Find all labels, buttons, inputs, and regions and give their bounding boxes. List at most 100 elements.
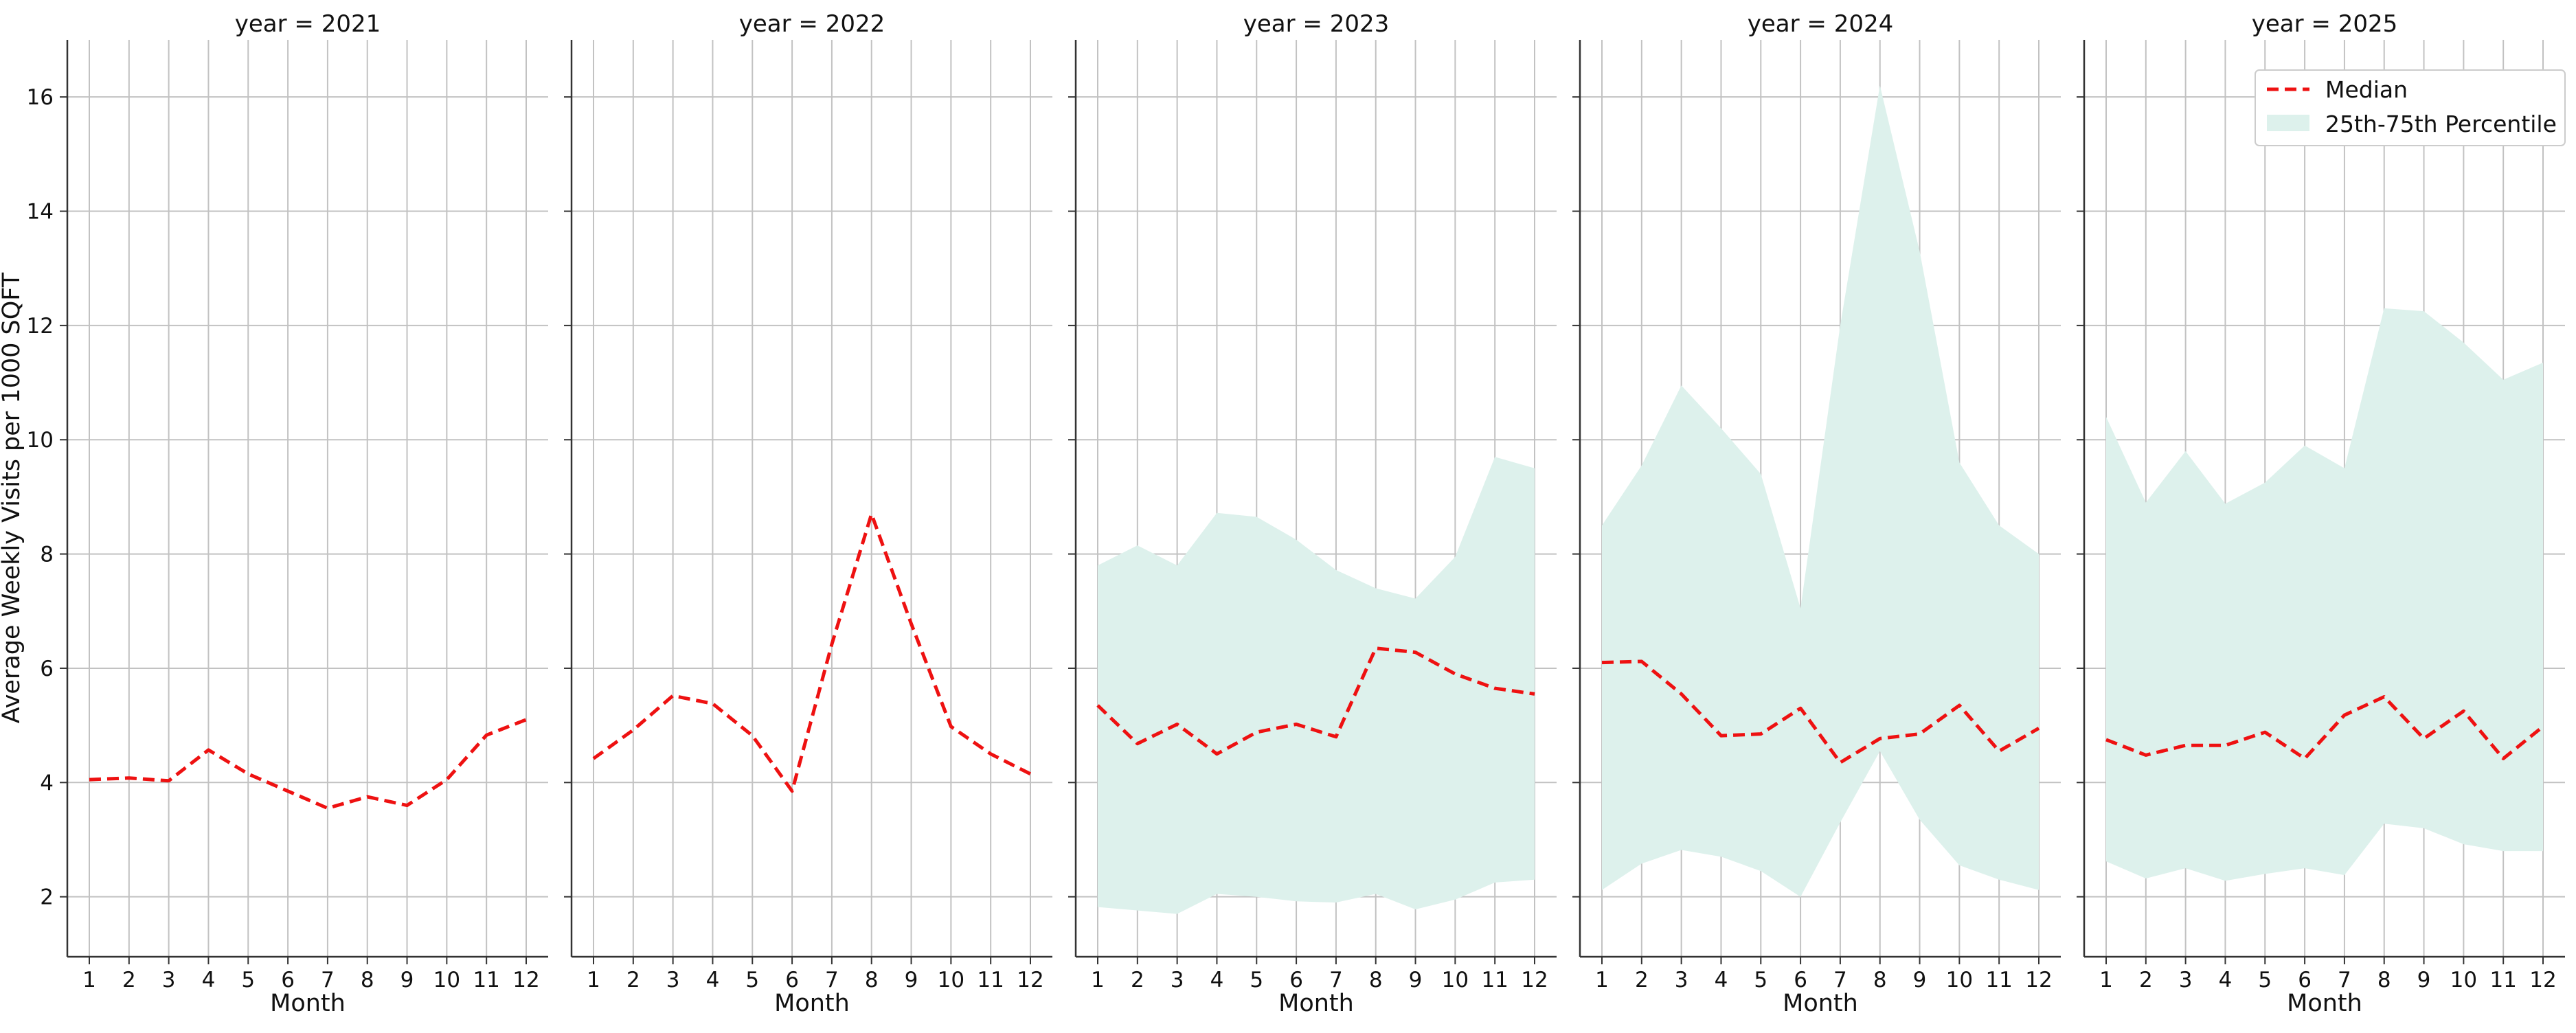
x-tick-label: 11 xyxy=(2489,968,2516,992)
x-tick-label: 3 xyxy=(162,968,176,992)
x-tick-label: 4 xyxy=(1210,968,1224,992)
x-tick-label: 10 xyxy=(938,968,964,992)
x-tick-label: 8 xyxy=(2377,968,2391,992)
x-tick-label: 2 xyxy=(122,968,136,992)
y-axis-label: Average Weekly Visits per 1000 SQFT xyxy=(0,272,25,723)
x-tick-label: 8 xyxy=(865,968,879,992)
x-tick-label: 9 xyxy=(400,968,414,992)
panel-title: year = 2024 xyxy=(1748,10,1893,38)
legend-band-swatch xyxy=(2267,115,2309,131)
y-tick-label: 4 xyxy=(40,771,54,795)
x-tick-label: 3 xyxy=(1171,968,1184,992)
y-tick-label: 12 xyxy=(27,314,54,339)
y-tick-label: 2 xyxy=(40,885,54,910)
x-tick-label: 11 xyxy=(1985,968,2012,992)
x-tick-label: 7 xyxy=(1833,968,1847,992)
x-tick-label: 11 xyxy=(977,968,1004,992)
median-line xyxy=(1096,646,1535,756)
x-tick-label: 4 xyxy=(1715,968,1728,992)
x-tick-label: 10 xyxy=(1442,968,1469,992)
x-tick-label: 2 xyxy=(1635,968,1649,992)
x-tick-label: 6 xyxy=(785,968,799,992)
x-tick-label: 6 xyxy=(1289,968,1303,992)
panel-title: year = 2023 xyxy=(1243,10,1389,38)
x-tick-label: 10 xyxy=(433,968,460,992)
x-tick-label: 11 xyxy=(473,968,499,992)
x-tick-label: 8 xyxy=(1873,968,1887,992)
y-tick-label: 6 xyxy=(40,657,54,681)
percentile-band xyxy=(1602,85,2039,897)
median-line xyxy=(2105,695,2544,760)
x-axis-label: Month xyxy=(1278,990,1354,1017)
x-tick-label: 9 xyxy=(1409,968,1423,992)
x-tick-label: 3 xyxy=(1675,968,1688,992)
legend-frame xyxy=(2255,69,2566,146)
x-axis-label: Month xyxy=(270,990,346,1017)
x-tick-label: 5 xyxy=(1754,968,1767,992)
x-tick-label: 3 xyxy=(2179,968,2193,992)
x-tick-label: 9 xyxy=(905,968,918,992)
legend-median-label: Median xyxy=(2325,76,2408,103)
x-tick-label: 2 xyxy=(1131,968,1144,992)
x-axis-label: Month xyxy=(1783,990,1858,1017)
x-tick-label: 7 xyxy=(825,968,839,992)
x-tick-label: 12 xyxy=(1521,968,1548,992)
legend: Median 25th-75th Percentile xyxy=(2255,69,2566,146)
x-tick-label: 1 xyxy=(2099,968,2113,992)
y-tick-label: 8 xyxy=(40,543,54,567)
x-tick-label: 12 xyxy=(512,968,539,992)
x-tick-label: 7 xyxy=(321,968,335,992)
x-tick-label: 10 xyxy=(2450,968,2477,992)
x-axis-label: Month xyxy=(774,990,850,1017)
y-tick-label: 14 xyxy=(27,200,54,225)
panel-title: year = 2025 xyxy=(2252,10,2397,38)
x-tick-label: 5 xyxy=(1250,968,1263,992)
x-tick-label: 12 xyxy=(2529,968,2556,992)
x-tick-label: 5 xyxy=(745,968,759,992)
x-tick-label: 7 xyxy=(1329,968,1343,992)
x-tick-label: 1 xyxy=(1091,968,1105,992)
x-axis-label: Month xyxy=(2287,990,2362,1017)
x-tick-label: 9 xyxy=(1913,968,1927,992)
x-tick-label: 4 xyxy=(706,968,720,992)
x-tick-label: 6 xyxy=(281,968,295,992)
x-tick-label: 11 xyxy=(1481,968,1508,992)
x-tick-label: 4 xyxy=(202,968,216,992)
panel-title: year = 2022 xyxy=(739,10,885,38)
x-tick-label: 8 xyxy=(361,968,374,992)
x-tick-label: 5 xyxy=(2258,968,2272,992)
median-line xyxy=(1601,659,2040,764)
median-line xyxy=(89,718,527,810)
legend-band-label: 25th-75th Percentile xyxy=(2325,111,2557,137)
x-tick-label: 2 xyxy=(2139,968,2153,992)
x-tick-label: 6 xyxy=(2298,968,2312,992)
x-tick-label: 10 xyxy=(1946,968,1973,992)
x-tick-label: 4 xyxy=(2219,968,2233,992)
x-tick-label: 5 xyxy=(241,968,255,992)
median-line xyxy=(592,512,1032,793)
percentile-band xyxy=(1098,457,1535,914)
percentile-band xyxy=(2106,308,2543,881)
x-tick-label: 1 xyxy=(587,968,600,992)
x-tick-label: 9 xyxy=(2417,968,2431,992)
x-tick-label: 1 xyxy=(82,968,96,992)
panel-title: year = 2021 xyxy=(235,10,381,38)
x-tick-label: 12 xyxy=(2025,968,2052,992)
x-tick-label: 6 xyxy=(1794,968,1807,992)
y-tick-label: 16 xyxy=(27,85,54,110)
x-tick-label: 2 xyxy=(626,968,640,992)
x-tick-label: 8 xyxy=(1369,968,1383,992)
x-tick-label: 3 xyxy=(666,968,680,992)
x-tick-label: 7 xyxy=(2338,968,2351,992)
x-tick-label: 1 xyxy=(1595,968,1609,992)
x-tick-label: 12 xyxy=(1017,968,1043,992)
y-tick-label: 10 xyxy=(27,428,54,453)
